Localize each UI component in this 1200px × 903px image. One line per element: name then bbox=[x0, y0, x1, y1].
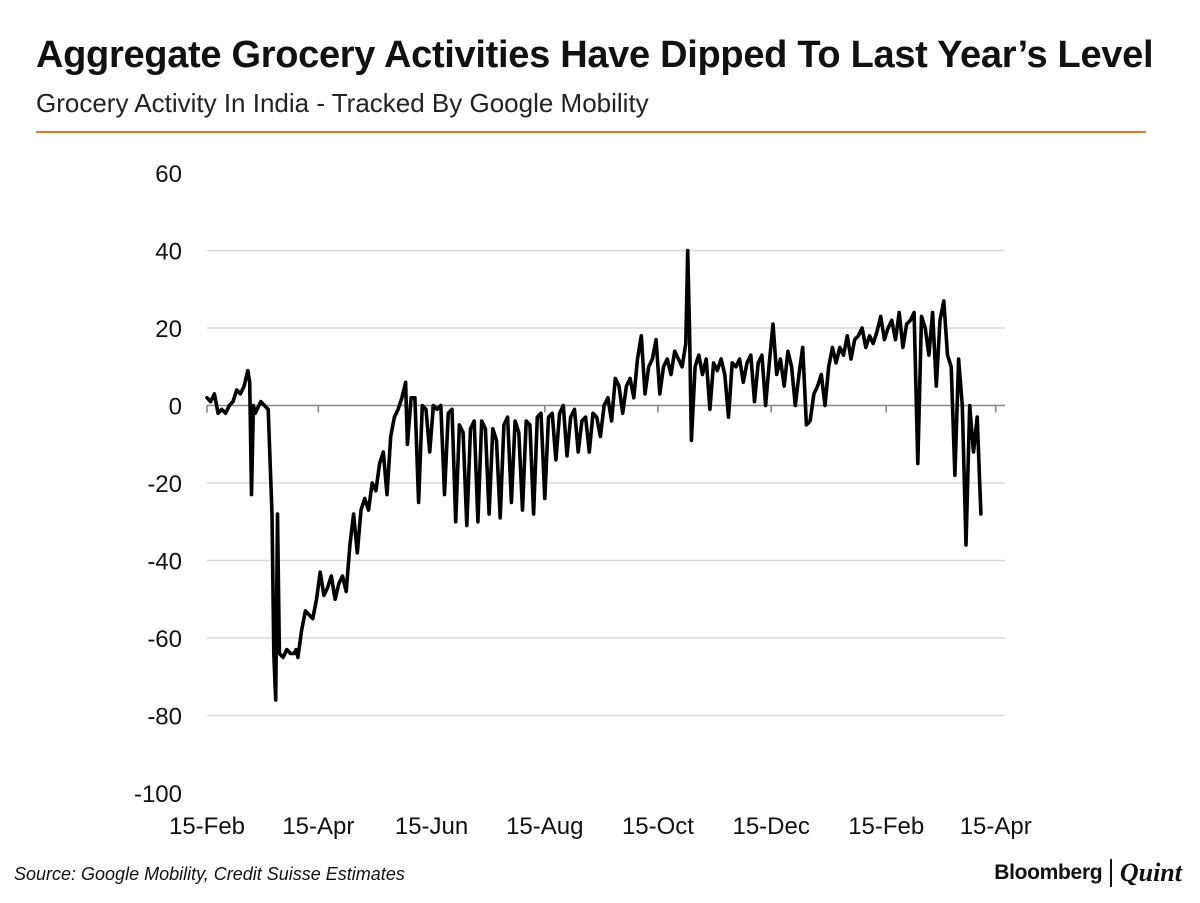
y-tick-label: -40 bbox=[147, 549, 182, 576]
y-tick-label: -60 bbox=[147, 626, 182, 653]
x-tick-label: 15-Jun bbox=[395, 813, 468, 840]
title-divider bbox=[36, 131, 1146, 133]
series-line bbox=[205, 248, 983, 702]
y-tick-label: 40 bbox=[155, 239, 182, 266]
y-tick-label: 0 bbox=[169, 394, 182, 421]
x-axis-ticks bbox=[206, 405, 997, 413]
x-tick-label: 15-Dec bbox=[732, 813, 809, 840]
x-tick-label: 15-Aug bbox=[506, 813, 583, 840]
x-tick-label: 15-Feb bbox=[848, 813, 924, 840]
x-tick-label: 15-Apr bbox=[282, 813, 354, 840]
publisher-logo: Bloomberg Quint bbox=[994, 856, 1182, 890]
x-tick-label: 15-Oct bbox=[622, 813, 694, 840]
chart-title: Aggregate Grocery Activities Have Dipped… bbox=[36, 34, 1154, 76]
y-tick-label: 60 bbox=[155, 161, 182, 188]
gridlines bbox=[207, 249, 1005, 717]
logo-divider bbox=[1110, 859, 1112, 887]
logo-brand: Bloomberg bbox=[994, 861, 1103, 884]
x-axis-labels: 15-Feb 15-Apr 15-Jun 15-Aug 15-Oct 15-Dec 15-F… bbox=[169, 813, 1032, 840]
logo-sub: Quint bbox=[1119, 858, 1182, 887]
y-tick-label: -80 bbox=[147, 704, 182, 731]
y-tick-label: 20 bbox=[155, 316, 182, 343]
y-axis-labels: 60 40 20 0 -20 -40 -60 -80 -100 bbox=[134, 161, 182, 808]
y-tick-label: -20 bbox=[147, 471, 182, 498]
x-tick-label: 15-Apr bbox=[960, 813, 1032, 840]
source-note: Source: Google Mobility, Credit Suisse E… bbox=[14, 864, 405, 884]
y-tick-label: -100 bbox=[134, 781, 182, 808]
x-tick-label: 15-Feb bbox=[169, 813, 245, 840]
chart-subtitle: Grocery Activity In India - Tracked By G… bbox=[36, 88, 649, 118]
